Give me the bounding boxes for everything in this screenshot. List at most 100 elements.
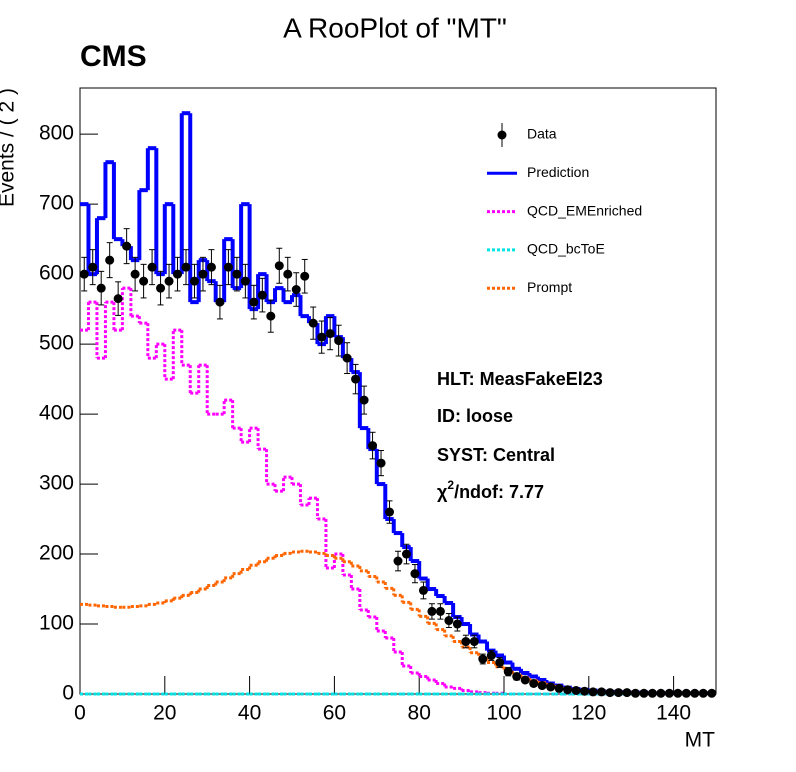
data-point bbox=[554, 683, 564, 693]
data-point bbox=[164, 276, 174, 286]
data-point bbox=[79, 269, 89, 279]
data-point bbox=[156, 283, 166, 293]
data-point bbox=[130, 269, 140, 279]
data-point bbox=[435, 606, 445, 616]
data-point bbox=[376, 458, 386, 468]
data-point bbox=[88, 262, 98, 272]
y-tick-label: 700 bbox=[39, 192, 74, 215]
data-point bbox=[334, 336, 344, 346]
data-point bbox=[647, 688, 657, 698]
annotation: ID: loose bbox=[437, 406, 513, 426]
data-point bbox=[613, 688, 623, 698]
data-point bbox=[266, 311, 276, 321]
data-point bbox=[639, 688, 649, 698]
x-tick-label: 100 bbox=[486, 702, 521, 725]
x-tick-label: 80 bbox=[408, 702, 431, 725]
x-tick-label: 140 bbox=[656, 702, 691, 725]
y-tick-label: 500 bbox=[39, 332, 74, 355]
data-point bbox=[317, 332, 327, 342]
data-point bbox=[461, 637, 471, 647]
data-point bbox=[359, 395, 369, 405]
x-tick-label: 0 bbox=[74, 702, 86, 725]
legend-marker bbox=[497, 130, 507, 140]
y-tick-label: 200 bbox=[39, 542, 74, 565]
data-point bbox=[274, 261, 284, 271]
data-point bbox=[147, 262, 157, 272]
data-point bbox=[173, 269, 183, 279]
data-point bbox=[291, 285, 301, 295]
legend-label: Prediction bbox=[527, 164, 589, 180]
data-point bbox=[478, 654, 488, 664]
data-point bbox=[410, 569, 420, 579]
cms-label: CMS bbox=[80, 40, 147, 73]
data-point bbox=[664, 688, 674, 698]
data-point bbox=[300, 271, 310, 281]
annotation: HLT: MeasFakeEl23 bbox=[437, 369, 603, 389]
data-point bbox=[452, 619, 462, 629]
data-point bbox=[495, 658, 505, 668]
data-point bbox=[630, 688, 640, 698]
data-point bbox=[215, 297, 225, 307]
data-point bbox=[597, 687, 607, 697]
data-point bbox=[580, 686, 590, 696]
data-point bbox=[393, 556, 403, 566]
data-point bbox=[240, 276, 250, 286]
data-point bbox=[232, 269, 242, 279]
x-tick-label: 20 bbox=[153, 702, 176, 725]
data-point bbox=[486, 651, 496, 661]
data-point bbox=[418, 585, 428, 595]
data-point bbox=[681, 688, 691, 698]
legend-label: Data bbox=[527, 126, 557, 142]
plot-frame bbox=[79, 87, 717, 695]
data-point bbox=[368, 441, 378, 451]
y-tick-label: 300 bbox=[39, 472, 74, 495]
data-point bbox=[673, 688, 683, 698]
data-point bbox=[401, 549, 411, 559]
x-tick-label: 120 bbox=[571, 702, 606, 725]
data-point bbox=[257, 290, 267, 300]
data-point bbox=[605, 688, 615, 698]
data-point bbox=[385, 507, 395, 517]
data-point bbox=[189, 276, 199, 286]
data-point bbox=[444, 616, 454, 626]
legend-label: Prompt bbox=[527, 279, 572, 295]
chi2-annotation: χ2/ndof: 7.77 bbox=[437, 478, 544, 502]
x-tick-label: 60 bbox=[323, 702, 346, 725]
legend-label: QCD_bcToE bbox=[527, 241, 605, 257]
data-point bbox=[563, 685, 573, 695]
data-point bbox=[469, 637, 479, 647]
data-point bbox=[223, 262, 233, 272]
data-point bbox=[427, 606, 437, 616]
data-point bbox=[325, 329, 335, 339]
data-point bbox=[198, 269, 208, 279]
data-point bbox=[96, 283, 106, 293]
legend-label: QCD_EMEnriched bbox=[527, 202, 642, 218]
data-point bbox=[181, 262, 191, 272]
data-point bbox=[113, 294, 123, 304]
data-point bbox=[520, 675, 530, 685]
data-point bbox=[308, 318, 318, 328]
data-point bbox=[249, 297, 259, 307]
data-point bbox=[342, 353, 352, 363]
data-point bbox=[512, 672, 522, 682]
data-point bbox=[690, 688, 700, 698]
plot-area bbox=[79, 111, 717, 698]
x-axis-label: MT bbox=[685, 729, 715, 752]
data-point bbox=[546, 682, 556, 692]
y-tick-label: 0 bbox=[62, 682, 74, 705]
data-point bbox=[588, 687, 598, 697]
annotation: SYST: Central bbox=[437, 445, 555, 465]
chart-title: A RooPlot of "MT" bbox=[283, 12, 507, 43]
chi2-text: /ndof: 7.77 bbox=[454, 482, 544, 502]
data-point bbox=[206, 262, 216, 272]
y-tick-label: 800 bbox=[39, 122, 74, 145]
data-point bbox=[537, 681, 547, 691]
data-point bbox=[622, 688, 632, 698]
y-axis-label: Events / ( 2 ) bbox=[0, 88, 19, 207]
data-point bbox=[571, 686, 581, 696]
data-point bbox=[139, 276, 149, 286]
data-point bbox=[698, 688, 708, 698]
data-point bbox=[351, 374, 361, 384]
